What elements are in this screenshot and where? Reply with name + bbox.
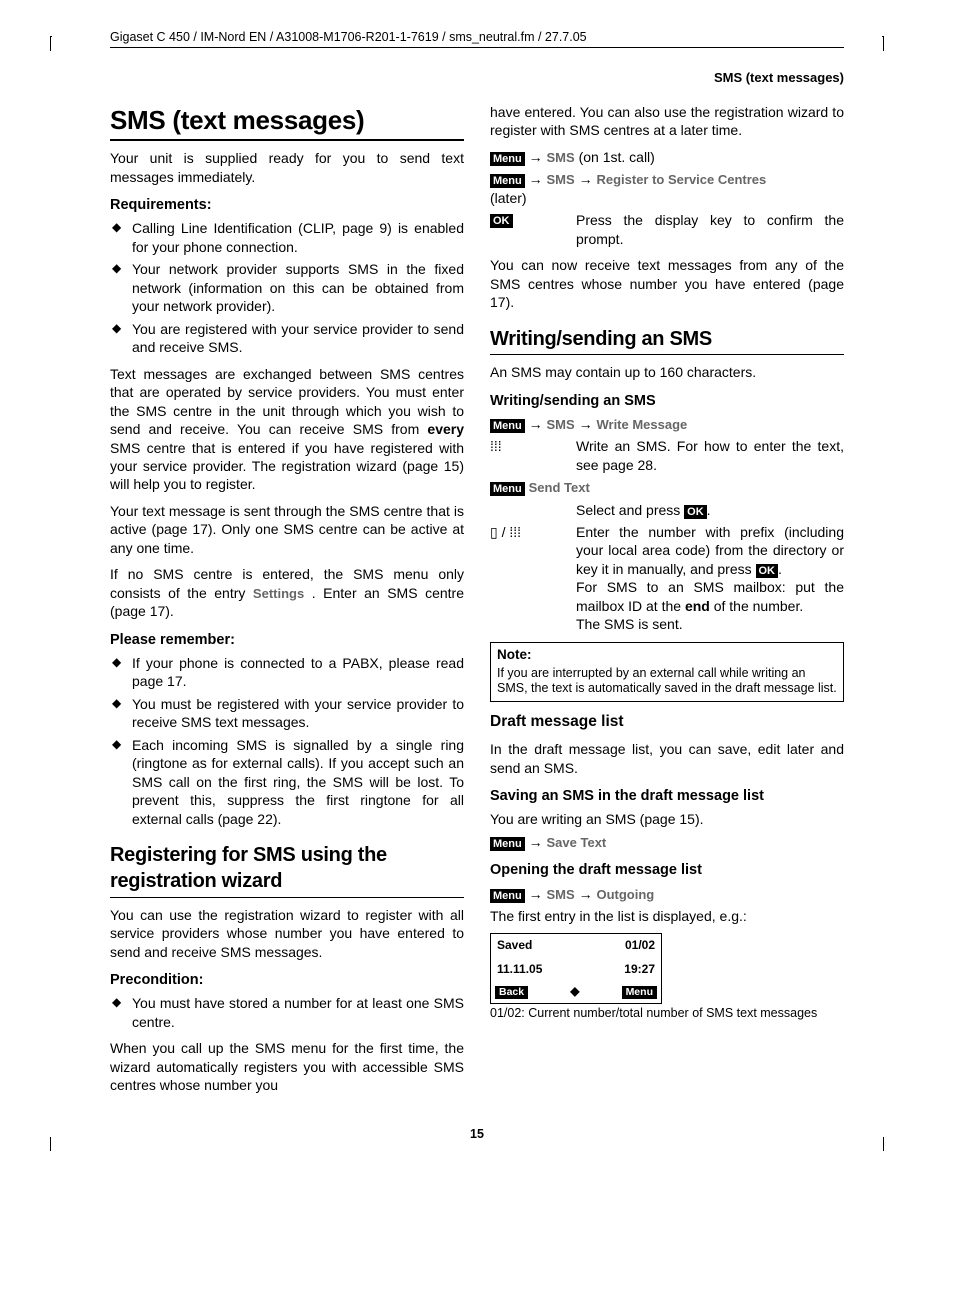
content-columns: SMS (text messages) Your unit is supplie… [110, 103, 844, 1103]
step-text: Enter the number with prefix (including … [576, 523, 844, 634]
nav-arrows-icon: ◆ [570, 984, 579, 1000]
screen-caption: 01/02: Current number/total number of SM… [490, 1006, 844, 1022]
body-para: You can use the registration wizard to r… [110, 906, 464, 961]
precondition-list: You must have stored a number for at lea… [110, 994, 464, 1031]
phone-screen: Saved 01/02 11.11.05 19:27 Back ◆ Menu [490, 933, 662, 1003]
screen-label: 11.11.05 [497, 962, 542, 978]
step-row: ▯ / ⁞⁞⁞ Enter the number with prefix (in… [490, 523, 844, 634]
softkey-back: Back [495, 986, 528, 999]
remember-list: If your phone is connected to a PABX, pl… [110, 654, 464, 828]
screen-value: 19:27 [624, 962, 655, 978]
step-row: ⁞⁞⁞ Write an SMS. For how to enter the t… [490, 437, 844, 474]
step-text: Press the display key to confirm the pro… [576, 211, 844, 248]
list-item: You must have stored a number for at lea… [110, 994, 464, 1031]
remember-heading: Please remember: [110, 631, 464, 650]
note-box: Note: If you are interrupted by an exter… [490, 642, 844, 702]
step-row: OK Press the display key to confirm the … [490, 211, 844, 248]
screen-row: Saved 01/02 [491, 934, 661, 958]
body-para: The first entry in the list is displayed… [490, 907, 844, 925]
body-para: An SMS may contain up to 160 characters. [490, 363, 844, 381]
menu-softkey-icon: Menu [490, 174, 525, 188]
h3-heading: Writing/sending an SMS [490, 392, 844, 411]
right-column: have entered. You can also use the regis… [490, 103, 844, 1103]
h3-heading: Draft message list [490, 712, 844, 732]
step-text: Select and press OK. [576, 501, 844, 519]
running-head: SMS (text messages) [70, 70, 844, 85]
body-para: You are writing an SMS (page 15). [490, 810, 844, 828]
body-para: Your text message is sent through the SM… [110, 502, 464, 557]
phone-keypad-icon: ▯ / ⁞⁞⁞ [490, 523, 568, 541]
menu-path: Menu → SMS (on 1st. call) [490, 148, 844, 166]
intro-para: Your unit is supplied ready for you to s… [110, 149, 464, 186]
header-rule [110, 47, 844, 48]
crop-mark [882, 36, 884, 51]
screen-row: 11.11.05 19:27 [491, 958, 661, 982]
menu-path: Menu → SMS → Register to Service Centres… [490, 170, 844, 207]
list-item: Each incoming SMS is signalled by a sing… [110, 736, 464, 828]
note-body: If you are interrupted by an external ca… [497, 666, 837, 697]
ok-softkey-icon: OK [490, 214, 513, 228]
body-para: You can now receive text messages from a… [490, 256, 844, 311]
menu-path: Menu Send Text [490, 478, 844, 496]
menu-softkey-icon: Menu [490, 419, 525, 433]
subsection-title: Writing/sending an SMS [490, 326, 844, 355]
body-para: If no SMS centre is entered, the SMS men… [110, 565, 464, 620]
menu-softkey-icon: Menu [490, 837, 525, 851]
body-para: have entered. You can also use the regis… [490, 103, 844, 140]
page-number: 15 [70, 1127, 884, 1141]
body-para: Text messages are exchanged between SMS … [110, 365, 464, 494]
note-title: Note: [497, 647, 837, 664]
ok-softkey-icon: OK [684, 505, 707, 519]
crop-mark [882, 1137, 884, 1151]
screen-label: Saved [497, 938, 532, 954]
menu-path: Menu → Save Text [490, 833, 844, 851]
step-row: Select and press OK. [490, 501, 844, 519]
menu-softkey-icon: Menu [490, 152, 525, 166]
list-item: Calling Line Identification (CLIP, page … [110, 219, 464, 256]
precondition-heading: Precondition: [110, 971, 464, 990]
screen-value: 01/02 [625, 938, 655, 954]
h3-heading: Opening the draft message list [490, 861, 844, 880]
menu-path: Menu → SMS → Write Message [490, 415, 844, 433]
page: Gigaset C 450 / IM-Nord EN / A31008-M170… [0, 0, 954, 1181]
softkey-menu: Menu [622, 986, 657, 999]
list-item: If your phone is connected to a PABX, pl… [110, 654, 464, 691]
crop-mark [50, 1137, 52, 1151]
ok-softkey-icon: OK [756, 564, 779, 578]
crop-mark [50, 36, 52, 51]
body-para: When you call up the SMS menu for the fi… [110, 1039, 464, 1094]
menu-path: Menu → SMS → Outgoing [490, 885, 844, 903]
header-path: Gigaset C 450 / IM-Nord EN / A31008-M170… [110, 30, 844, 47]
list-item: Your network provider supports SMS in th… [110, 260, 464, 315]
requirements-list: Calling Line Identification (CLIP, page … [110, 219, 464, 356]
h3-heading: Saving an SMS in the draft message list [490, 787, 844, 806]
requirements-heading: Requirements: [110, 196, 464, 215]
list-item: You are registered with your service pro… [110, 320, 464, 357]
body-para: In the draft message list, you can save,… [490, 740, 844, 777]
left-column: SMS (text messages) Your unit is supplie… [110, 103, 464, 1103]
step-text: Write an SMS. For how to enter the text,… [576, 437, 844, 474]
softkey-row: Back ◆ Menu [491, 982, 661, 1003]
list-item: You must be registered with your service… [110, 695, 464, 732]
menu-softkey-icon: Menu [490, 889, 525, 903]
keypad-icon: ⁞⁞⁞ [490, 437, 568, 455]
menu-softkey-icon: Menu [490, 482, 525, 496]
subsection-title: Registering for SMS using the registrati… [110, 842, 464, 898]
section-title: SMS (text messages) [110, 103, 464, 141]
